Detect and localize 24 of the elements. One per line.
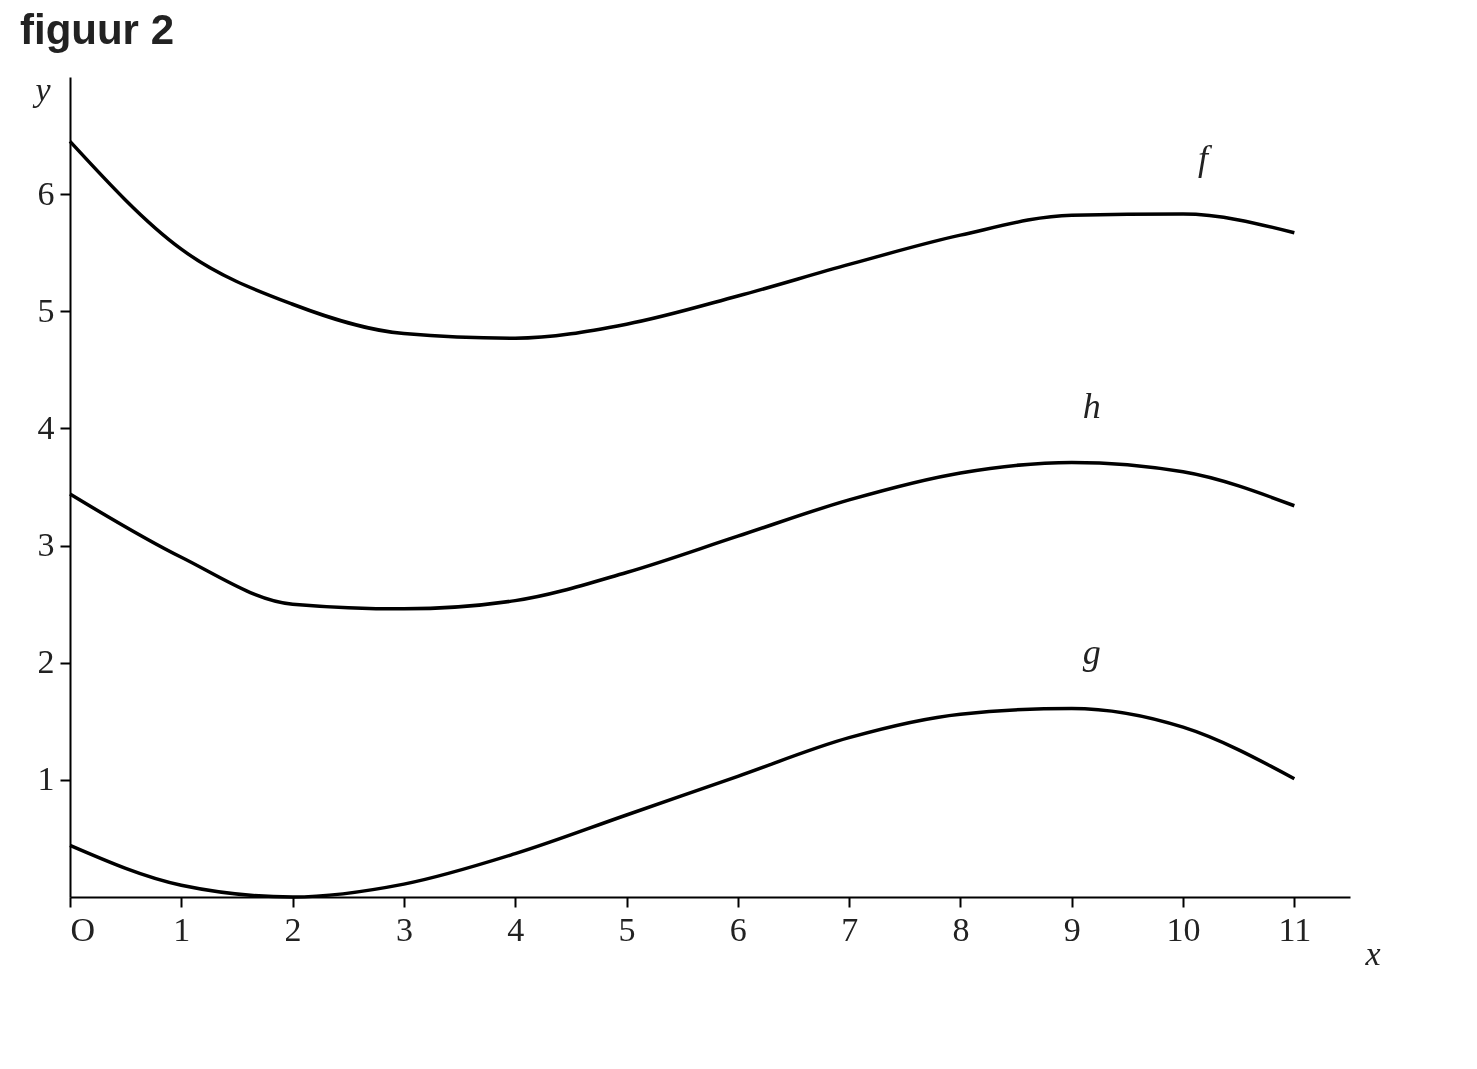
x-tick-label: 7 [841,910,859,948]
y-tick-label: 6 [37,174,55,212]
y-tick-label: 4 [37,408,55,446]
x-tick-label: 10 [1166,910,1201,948]
x-tick-label: 3 [395,910,413,948]
x-tick-label: 9 [1063,910,1081,948]
y-tick-label: 5 [37,291,55,329]
x-axis-title: x [1364,934,1381,972]
y-tick-label: 3 [37,526,55,564]
x-tick-label: 6 [729,910,747,948]
series-label: g [1082,632,1101,673]
series-label: h [1082,386,1101,427]
x-tick-label: O [70,910,96,948]
chart-title: figuur 2 [20,6,174,53]
x-tick-label: 1 [173,910,191,948]
y-tick-label: 2 [37,643,55,681]
series-label: f [1198,138,1214,179]
x-tick-label: 11 [1278,910,1312,948]
x-tick-label: 5 [618,910,636,948]
x-tick-label: 2 [284,910,302,948]
y-axis-title: y [32,70,52,108]
x-tick-label: 4 [507,910,525,948]
y-tick-label: 1 [37,760,55,798]
x-tick-label: 8 [952,910,970,948]
